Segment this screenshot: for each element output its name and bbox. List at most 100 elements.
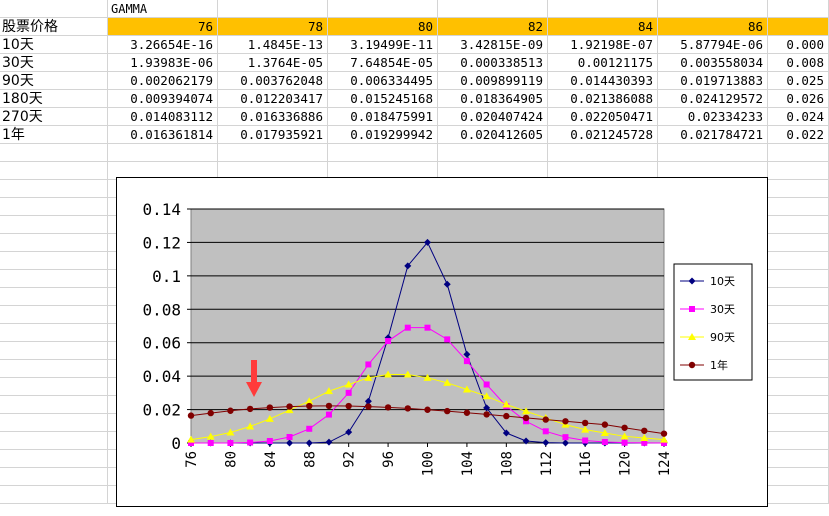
empty-cell[interactable]: [768, 378, 829, 396]
value-cell[interactable]: 0.006334495: [328, 72, 438, 90]
row-label-cell[interactable]: 30天: [0, 54, 108, 72]
cell-empty[interactable]: [0, 0, 108, 18]
value-cell[interactable]: 1.93983E-06: [108, 54, 218, 72]
empty-cell[interactable]: [768, 198, 829, 216]
empty-cell[interactable]: [0, 216, 108, 234]
header-price-cell[interactable]: 82: [438, 18, 548, 36]
empty-cell[interactable]: [0, 288, 108, 306]
empty-cell[interactable]: [0, 450, 108, 468]
value-cell[interactable]: 0.014430393: [548, 72, 658, 90]
empty-cell[interactable]: [768, 468, 829, 486]
value-cell[interactable]: 0.019299942: [328, 126, 438, 144]
empty-cell[interactable]: [0, 324, 108, 342]
row-label-cell[interactable]: 270天: [0, 108, 108, 126]
empty-cell[interactable]: [0, 270, 108, 288]
value-cell[interactable]: 3.26654E-16: [108, 36, 218, 54]
value-cell[interactable]: 0.018364905: [438, 90, 548, 108]
empty-cell[interactable]: [0, 378, 108, 396]
value-cell[interactable]: 0.022050471: [548, 108, 658, 126]
value-cell[interactable]: 0.022: [768, 126, 829, 144]
empty-cell[interactable]: [658, 144, 768, 162]
value-cell[interactable]: 0.016361814: [108, 126, 218, 144]
value-cell[interactable]: 5.87794E-06: [658, 36, 768, 54]
empty-cell[interactable]: [0, 396, 108, 414]
header-price-cell[interactable]: 86: [658, 18, 768, 36]
empty-cell[interactable]: [768, 486, 829, 504]
value-cell[interactable]: 0.017935921: [218, 126, 328, 144]
empty-cell[interactable]: [768, 180, 829, 198]
cell-empty[interactable]: [658, 0, 768, 18]
empty-cell[interactable]: [0, 252, 108, 270]
header-price-cell[interactable]: 84: [548, 18, 658, 36]
header-label-cell[interactable]: 股票价格: [0, 18, 108, 36]
cell-empty[interactable]: [328, 0, 438, 18]
empty-cell[interactable]: [768, 234, 829, 252]
value-cell[interactable]: 0.016336886: [218, 108, 328, 126]
value-cell[interactable]: 3.19499E-11: [328, 36, 438, 54]
header-price-cell[interactable]: 78: [218, 18, 328, 36]
empty-cell[interactable]: [768, 342, 829, 360]
empty-cell[interactable]: [768, 162, 829, 180]
empty-cell[interactable]: [0, 342, 108, 360]
empty-cell[interactable]: [768, 288, 829, 306]
empty-cell[interactable]: [0, 162, 108, 180]
value-cell[interactable]: 0.008: [768, 54, 829, 72]
empty-cell[interactable]: [0, 414, 108, 432]
value-cell[interactable]: 0.021386088: [548, 90, 658, 108]
value-cell[interactable]: 1.3764E-05: [218, 54, 328, 72]
empty-cell[interactable]: [0, 144, 108, 162]
value-cell[interactable]: 0.021245728: [548, 126, 658, 144]
cell-empty[interactable]: [218, 0, 328, 18]
empty-cell[interactable]: [768, 360, 829, 378]
empty-cell[interactable]: [0, 486, 108, 504]
value-cell[interactable]: 0.015245168: [328, 90, 438, 108]
empty-cell[interactable]: [768, 396, 829, 414]
empty-cell[interactable]: [768, 144, 829, 162]
value-cell[interactable]: 0.00121175: [548, 54, 658, 72]
value-cell[interactable]: 0.020407424: [438, 108, 548, 126]
chart[interactable]: 0 0.02 0.04 0.06 0.08 0.1 0.12 0.14 76 80 84 88 92 96…: [116, 177, 768, 507]
empty-cell[interactable]: [768, 432, 829, 450]
empty-cell[interactable]: [0, 198, 108, 216]
row-label-cell[interactable]: 10天: [0, 36, 108, 54]
value-cell[interactable]: 0.003558034: [658, 54, 768, 72]
empty-cell[interactable]: [768, 450, 829, 468]
value-cell[interactable]: 0.003762048: [218, 72, 328, 90]
value-cell[interactable]: 0.000: [768, 36, 829, 54]
empty-cell[interactable]: [328, 144, 438, 162]
empty-cell[interactable]: [0, 468, 108, 486]
value-cell[interactable]: 0.024129572: [658, 90, 768, 108]
value-cell[interactable]: 0.009394074: [108, 90, 218, 108]
value-cell[interactable]: 0.014083112: [108, 108, 218, 126]
value-cell[interactable]: 3.42815E-09: [438, 36, 548, 54]
value-cell[interactable]: 0.012203417: [218, 90, 328, 108]
value-cell[interactable]: 0.024: [768, 108, 829, 126]
empty-cell[interactable]: [108, 144, 218, 162]
empty-cell[interactable]: [218, 144, 328, 162]
value-cell[interactable]: 0.000338513: [438, 54, 548, 72]
row-label-cell[interactable]: 180天: [0, 90, 108, 108]
value-cell[interactable]: 1.4845E-13: [218, 36, 328, 54]
value-cell[interactable]: 0.002062179: [108, 72, 218, 90]
cell-empty[interactable]: [548, 0, 658, 18]
cell-empty[interactable]: [768, 0, 829, 18]
value-cell[interactable]: 0.025: [768, 72, 829, 90]
value-cell[interactable]: 0.019713883: [658, 72, 768, 90]
empty-cell[interactable]: [768, 252, 829, 270]
empty-cell[interactable]: [0, 360, 108, 378]
value-cell[interactable]: 7.64854E-05: [328, 54, 438, 72]
row-label-cell[interactable]: 90天: [0, 72, 108, 90]
empty-cell[interactable]: [548, 144, 658, 162]
value-cell[interactable]: 0.009899119: [438, 72, 548, 90]
empty-cell[interactable]: [0, 234, 108, 252]
cell-empty[interactable]: [438, 0, 548, 18]
value-cell[interactable]: 0.026: [768, 90, 829, 108]
value-cell[interactable]: 0.021784721: [658, 126, 768, 144]
header-price-cell[interactable]: [768, 18, 829, 36]
empty-cell[interactable]: [768, 306, 829, 324]
value-cell[interactable]: 0.018475991: [328, 108, 438, 126]
empty-cell[interactable]: [0, 432, 108, 450]
empty-cell[interactable]: [768, 414, 829, 432]
header-price-cell[interactable]: 80: [328, 18, 438, 36]
empty-cell[interactable]: [768, 324, 829, 342]
